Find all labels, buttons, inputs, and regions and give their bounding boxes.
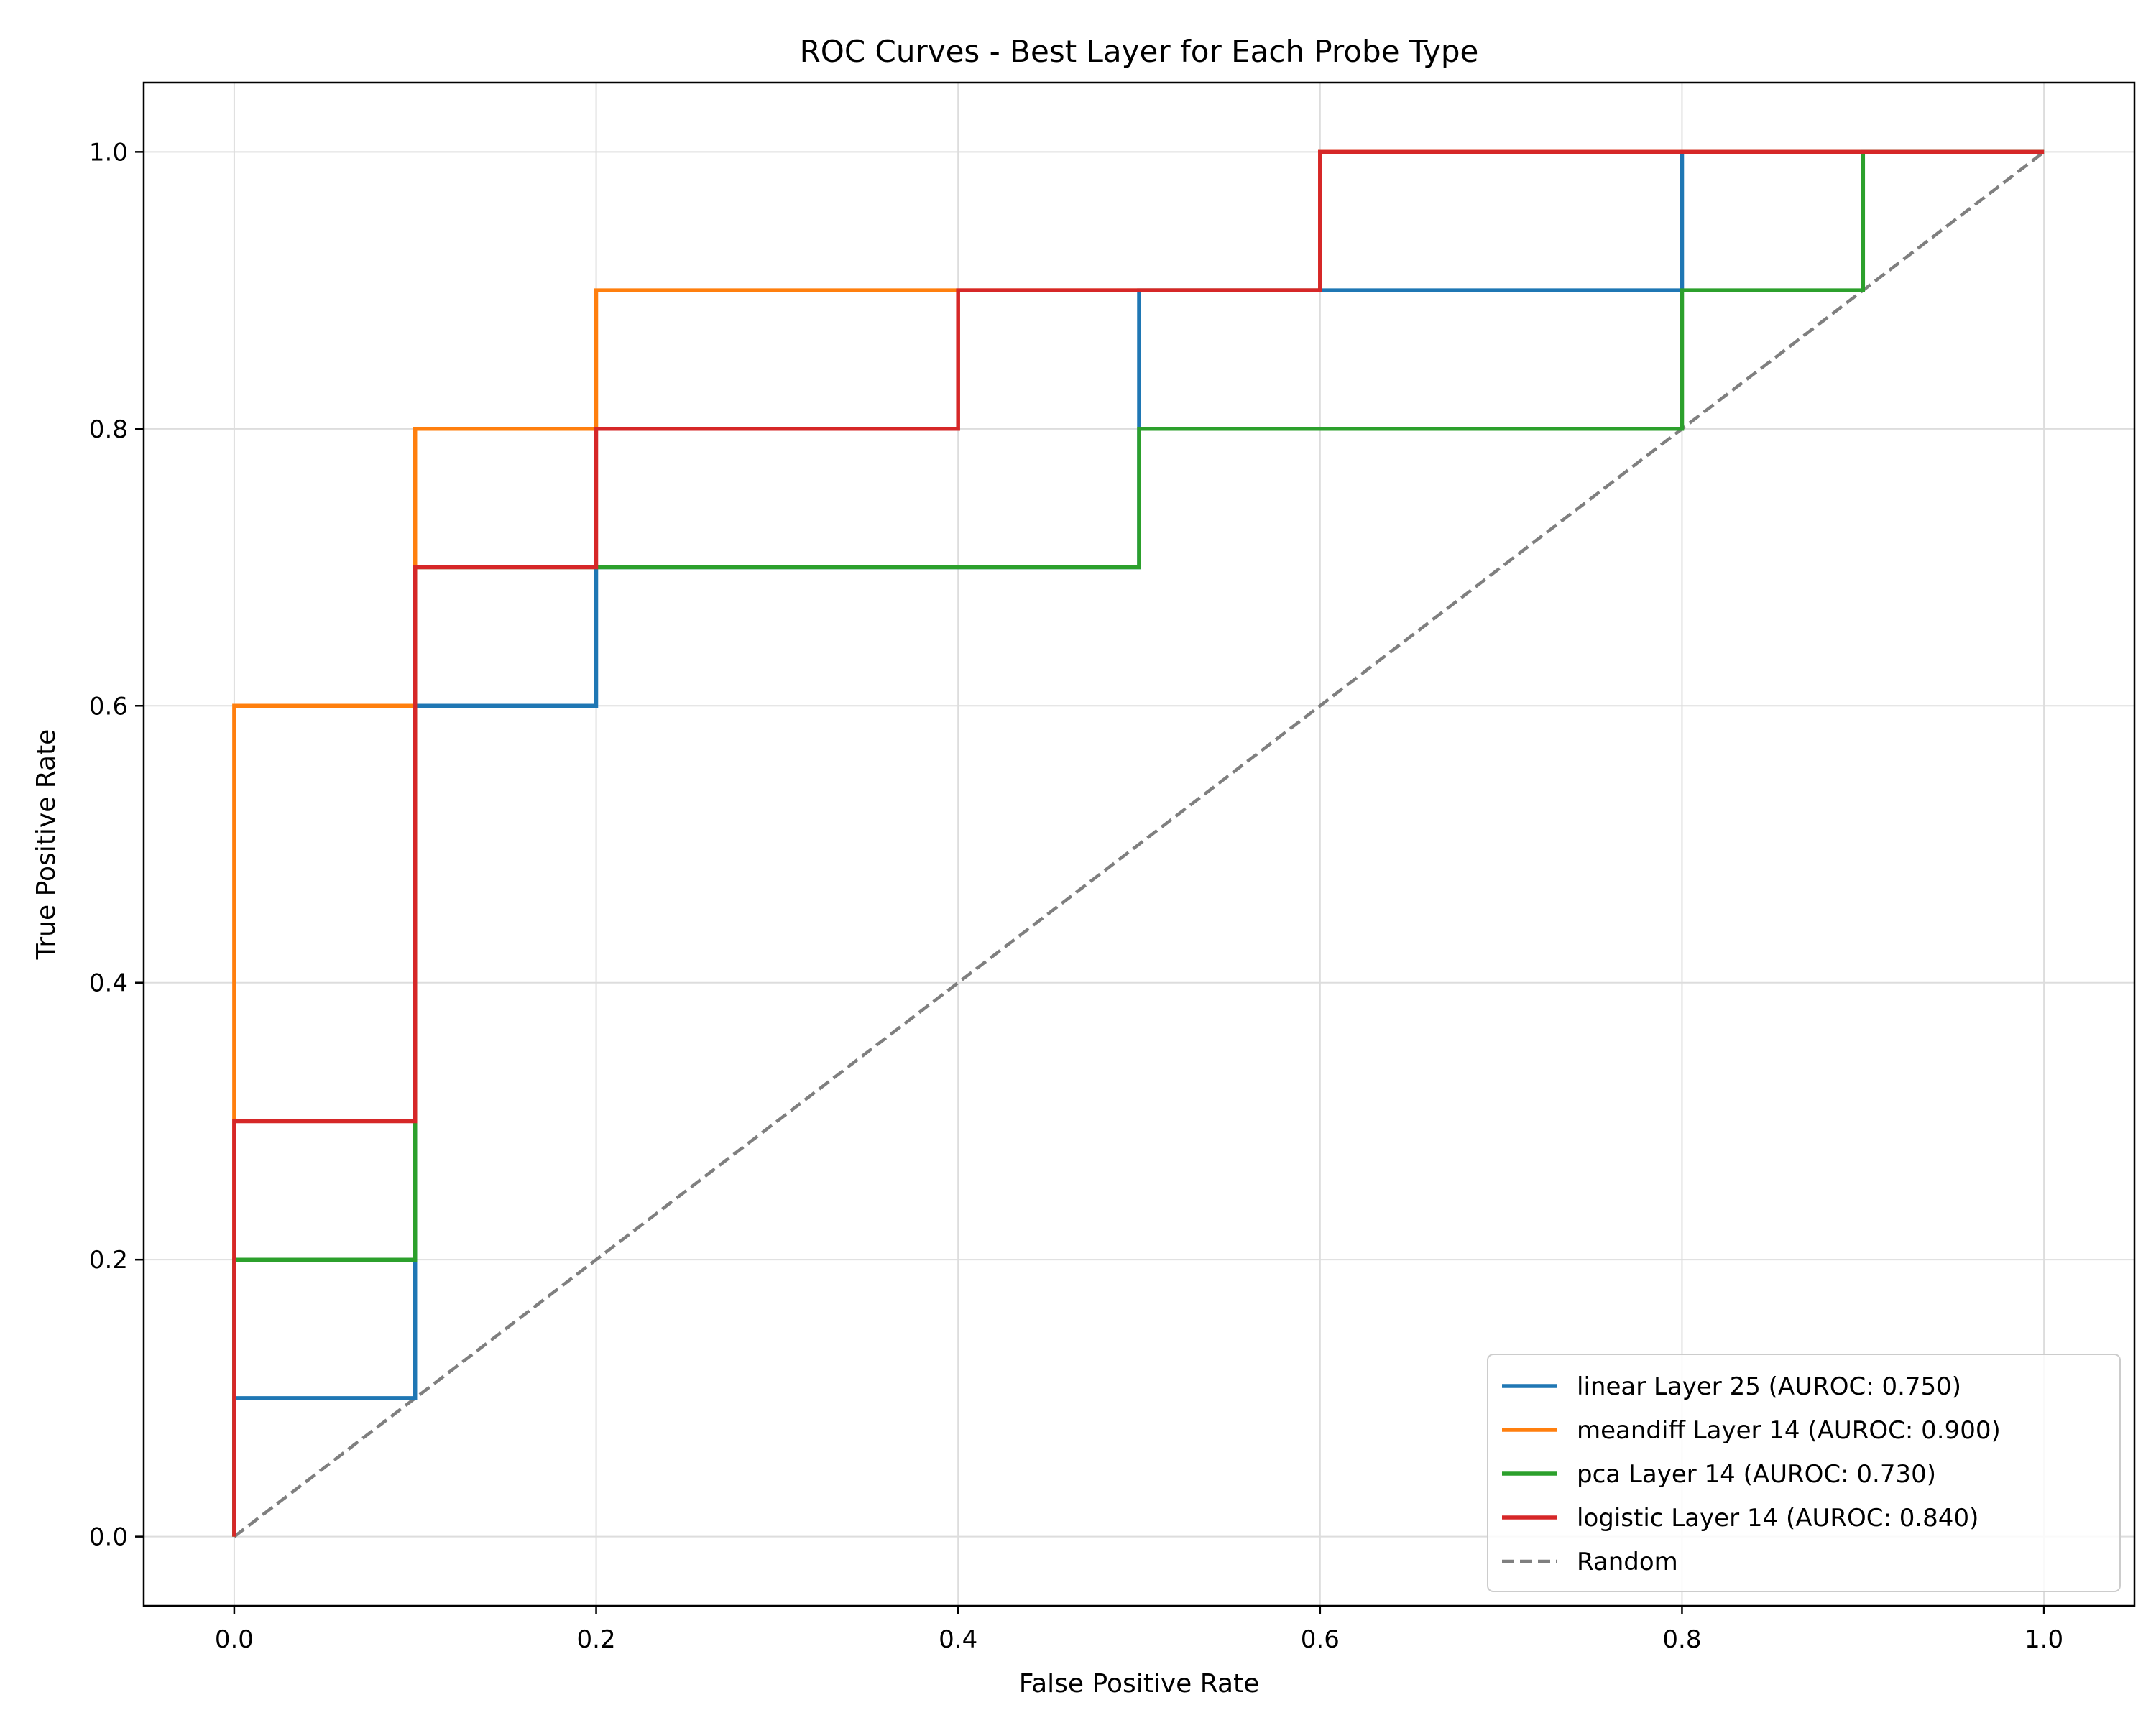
y-tick-label: 1.0: [89, 138, 128, 167]
legend-label: logistic Layer 14 (AUROC: 0.840): [1577, 1504, 1978, 1533]
x-tick-label: 0.6: [1301, 1625, 1340, 1654]
axis-ticks: 0.0 0.2 0.4 0.6 0.8 1.0 0.0 0.2 0.4 0.6 0.8 1.0: [89, 138, 2063, 1654]
y-tick-label: 0.2: [89, 1246, 128, 1275]
legend-label: meandiff Layer 14 (AUROC: 0.900): [1577, 1416, 2001, 1445]
y-tick-label: 0.6: [89, 692, 128, 721]
legend-label: Random: [1577, 1548, 1678, 1576]
series-lines: [232, 149, 2045, 1538]
legend: linear Layer 25 (AUROC: 0.750) meandiff L…: [1487, 1354, 2121, 1592]
x-axis-label: False Positive Rate: [1019, 1669, 1260, 1699]
x-tick-label: 0.2: [577, 1625, 616, 1654]
series-line-3: [232, 149, 2045, 1537]
y-tick-label: 0.4: [89, 969, 128, 998]
series-line-4: [233, 150, 2045, 1538]
legend-box: [1487, 1354, 2121, 1592]
y-tick-label: 0.8: [89, 415, 128, 444]
legend-label: pca Layer 14 (AUROC: 0.730): [1577, 1460, 1936, 1489]
x-tick-label: 1.0: [2024, 1625, 2063, 1654]
x-tick-label: 0.4: [939, 1625, 977, 1654]
chart-title: ROC Curves - Best Layer for Each Probe T…: [800, 34, 1479, 69]
y-tick-label: 0.0: [89, 1523, 128, 1552]
series-line-2: [232, 149, 2045, 1537]
legend-label: linear Layer 25 (AUROC: 0.750): [1577, 1372, 1961, 1401]
x-tick-label: 0.8: [1662, 1625, 1701, 1654]
plot-frame: [142, 81, 2136, 1607]
x-tick-label: 0.0: [215, 1625, 254, 1654]
y-axis-label: True Positive Rate: [32, 729, 61, 961]
